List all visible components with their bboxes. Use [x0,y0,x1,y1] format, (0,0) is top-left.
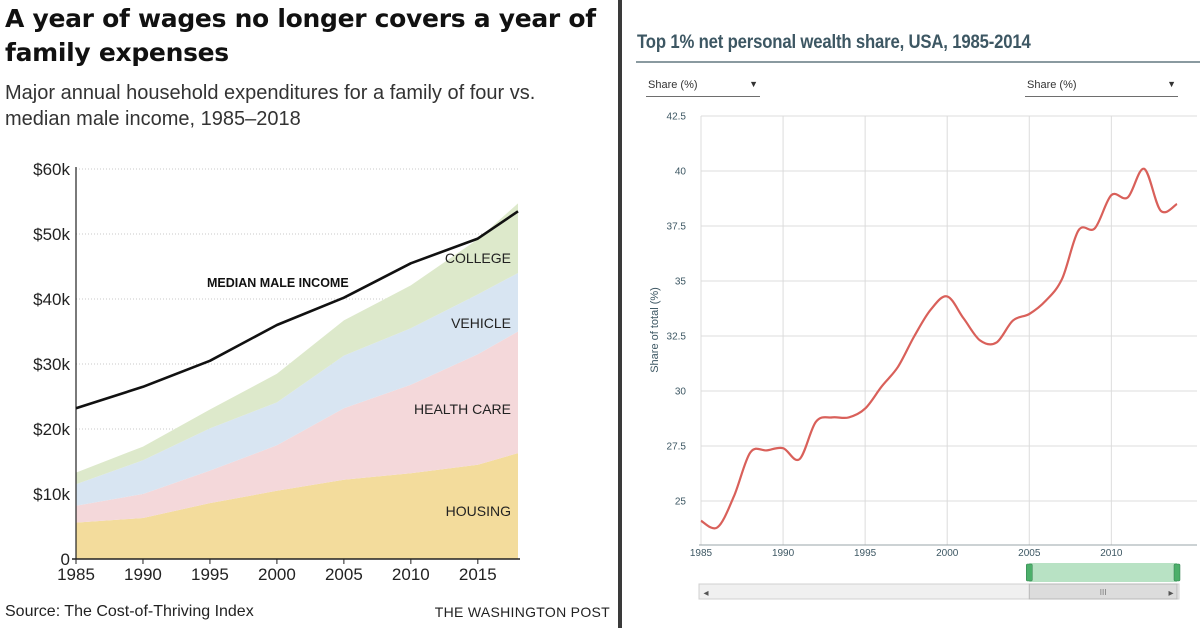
chart-title: A year of wages no longer covers a year … [5,4,596,67]
scrollbar-thumb[interactable] [1028,583,1178,600]
scroll-left-arrow-icon[interactable]: ◂ [703,588,708,599]
x-tick-label: 1985 [690,548,713,559]
caret-down-icon: ▼ [749,79,758,89]
scrollbar-grip-icon: III [1100,588,1107,597]
source-note: Source: The Cost-of-Thriving Index [5,603,254,620]
y-tick-label: 35 [675,277,687,288]
wealth-chart-title: Top 1% net personal wealth share, USA, 1… [637,32,1031,53]
y-tick-label: 32.5 [667,332,687,343]
publisher-credit: THE WASHINGTON POST [434,604,610,620]
dropdown-label: Share (%) [1027,79,1077,91]
income-vs-expenses-panel: A year of wages no longer covers a year … [5,4,610,620]
series-label: HEALTH CARE [414,401,511,417]
x-tick-label: 2000 [936,548,959,559]
x-tick-label: 2000 [258,565,296,584]
x-tick-label: 1995 [191,565,229,584]
series-label: HOUSING [446,503,511,519]
stacked-area-chart: 0 $10k $20k $30k $40k $50k $60k 1985 1990 1995 200… [33,160,520,584]
x-tick-label: 1995 [854,548,877,559]
y-tick-label: $50k [33,225,70,244]
left-axis-metric-dropdown[interactable]: Share (%) ▼ [646,76,760,97]
x-tick-label: 1985 [57,565,95,584]
title-rule [636,61,1200,63]
y-tick-label: $60k [33,160,70,179]
wealth-share-line [700,167,1178,530]
x-tick-label: 2010 [392,565,430,584]
area-housing [76,453,518,559]
y-tick-label: $40k [33,290,70,309]
area-health-care [76,331,518,523]
x-tick-label: 2005 [325,565,363,584]
navigator-selected-range[interactable] [1029,563,1177,582]
area-college [76,203,518,485]
x-tick-label: 2015 [459,565,497,584]
y-tick-label: 25 [675,497,687,508]
y-axis-label: Share of total (%) [649,287,661,373]
y-tick-label: 37.5 [667,222,687,233]
right-axis-metric-dropdown[interactable]: Share (%) ▼ [1025,76,1178,97]
caret-down-icon: ▼ [1167,79,1176,89]
x-tick-label: 1990 [772,548,795,559]
y-tick-label: 0 [61,550,70,569]
y-tick-label: 42.5 [667,112,687,123]
y-tick-label: 27.5 [667,442,687,453]
y-tick-label: $30k [33,355,70,374]
median-male-income-line [75,210,519,410]
series-label: COLLEGE [445,250,511,266]
panel-divider [618,0,622,628]
scroll-right-arrow-icon[interactable]: ▸ [1168,588,1173,599]
income-line-label: MEDIAN MALE INCOME [207,276,349,290]
series-label: VEHICLE [451,315,511,331]
wealth-share-panel: Top 1% net personal wealth share, USA, 1… [622,0,1200,628]
y-tick-label: 30 [675,387,687,398]
x-tick-label: 2010 [1100,548,1123,559]
y-tick-label: $10k [33,485,70,504]
navigator-handle[interactable] [1173,563,1181,582]
chart-subtitle: Major annual household expenditures for … [5,82,536,130]
y-tick-label: $20k [33,420,70,439]
area-vehicle [76,273,518,506]
x-tick-label: 2005 [1018,548,1041,559]
wealth-line-chart: 25 27.5 30 32.5 35 37.5 40 42.5 1985 1990 1995 2000… [649,112,1197,600]
dropdown-label: Share (%) [648,79,698,91]
y-tick-label: 40 [675,167,687,178]
navigator-handle[interactable] [1026,563,1033,582]
x-tick-label: 1990 [124,565,162,584]
